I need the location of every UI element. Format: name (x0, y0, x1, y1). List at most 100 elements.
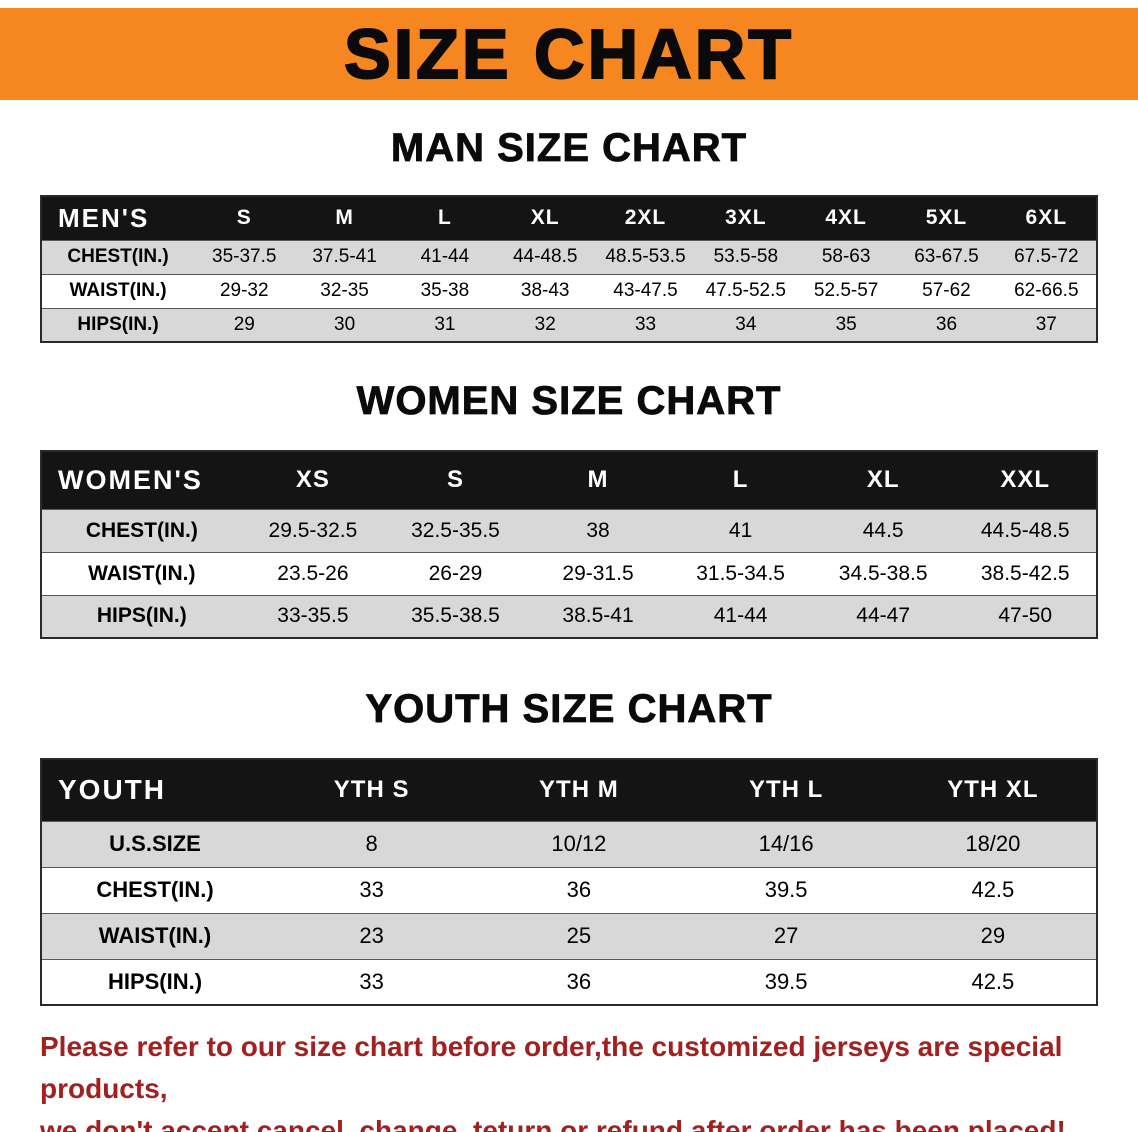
table-row: WAIST(IN.) 23.5-26 26-29 29-31.5 31.5-34.5 34… (41, 552, 1097, 595)
size-value: 38.5-41 (562, 604, 634, 628)
size-value: 44.5-48.5 (980, 518, 1070, 542)
size-value: 47-50 (998, 604, 1053, 628)
disclaimer: Please refer to our size chart before or… (40, 1026, 1098, 1132)
table-header-row: WOMEN'S XS S M L XL XXL (41, 451, 1097, 509)
table-header-row: YOUTH YTH S YTH M YTH L YTH XL (41, 759, 1097, 821)
size-value: 33 (359, 968, 384, 994)
women-size-heading: WOMEN SIZE CHART (356, 379, 782, 424)
size-value: 37.5-41 (312, 246, 377, 267)
size-value: 58-63 (821, 246, 871, 267)
table-row: HIPS(IN.) 29 30 31 32 33 34 35 36 37 (41, 308, 1097, 342)
youth-size-section: YOUTH SIZE CHART YOUTH YTH S YTH M YTH L YTH… (0, 687, 1138, 1006)
size-value: 53.5-58 (713, 246, 779, 267)
size-value: 29 (233, 313, 255, 335)
size-value: 33-35.5 (277, 604, 349, 628)
size-column-header: S (384, 451, 527, 509)
size-value: 26-29 (428, 561, 483, 585)
table-row: WAIST(IN.) 29-32 32-35 35-38 38-43 43-47.5 47.… (41, 274, 1097, 308)
size-column-header: YTH L (682, 759, 890, 821)
size-column-header: YTH S (268, 759, 476, 821)
size-column-header: S (194, 196, 295, 240)
size-value: 23 (359, 923, 384, 948)
size-value: 33 (634, 313, 657, 335)
size-value: 29-31.5 (562, 561, 634, 585)
size-value: 33 (359, 877, 384, 902)
youth-size-table: YOUTH YTH S YTH M YTH L YTH XL U.S.SIZE 8 10/12… (40, 758, 1098, 1006)
size-value: 39.5 (764, 877, 808, 902)
size-value: 37 (1035, 313, 1057, 335)
size-value: 35.5-38.5 (411, 604, 500, 628)
size-value: 41 (728, 518, 753, 542)
size-value: 35 (835, 313, 857, 335)
row-label: WAIST(IN.) (69, 280, 167, 301)
size-value: 67.5-72 (1014, 246, 1079, 267)
size-value: 36 (566, 877, 592, 902)
size-value: 36 (566, 968, 592, 994)
table-title-cell: MEN'S (41, 196, 195, 240)
table-row: CHEST(IN.) 33 36 39.5 42.5 (41, 867, 1097, 913)
size-column-header: YTH M (475, 759, 683, 821)
man-size-heading: MAN SIZE CHART (390, 126, 748, 171)
size-value: 25 (566, 923, 592, 948)
size-value: 27 (773, 923, 799, 948)
size-value: 47.5-52.5 (705, 280, 786, 301)
size-column-header: XL (811, 451, 955, 509)
size-value: 38-43 (520, 280, 570, 301)
size-value: 42.5 (971, 877, 1015, 902)
size-value: 34.5-38.5 (838, 561, 928, 585)
man-size-table: MEN'S S M L XL 2XL 3XL 4XL 5XL 6XL CHEST(IN.) 35-37… (40, 195, 1098, 343)
size-value: 36 (935, 313, 958, 335)
size-value: 29.5-32.5 (268, 518, 358, 542)
row-label: HIPS(IN.) (107, 968, 203, 994)
size-value: 10/12 (551, 831, 607, 856)
size-value: 8 (365, 831, 378, 856)
man-size-section: MAN SIZE CHART MEN'S S M L XL 2XL 3XL 4XL 5XL 6XL… (0, 126, 1138, 343)
size-column-header: XL (495, 196, 596, 240)
row-label: WAIST(IN.) (88, 561, 196, 585)
banner: SIZE CHART (0, 8, 1138, 100)
table-row: CHEST(IN.) 35-37.5 37.5-41 41-44 44-48.5 48.5… (41, 240, 1097, 274)
size-value: 23.5-26 (277, 561, 349, 585)
size-value: 48.5-53.5 (605, 246, 686, 267)
size-value: 38 (586, 518, 610, 542)
row-label: CHEST(IN.) (67, 246, 169, 267)
size-column-header: M (526, 451, 670, 509)
row-label: CHEST(IN.) (96, 877, 214, 902)
table-title-cell: WOMEN'S (41, 451, 242, 509)
size-value: 29-32 (219, 280, 269, 301)
row-label: HIPS(IN.) (77, 313, 159, 335)
size-column-header: XS (241, 451, 385, 509)
youth-size-heading: YOUTH SIZE CHART (365, 687, 773, 732)
size-column-header: YTH XL (889, 759, 1097, 821)
size-value: 39.5 (764, 968, 808, 994)
size-value: 52.5-57 (813, 280, 879, 301)
size-value: 63-67.5 (914, 246, 979, 267)
size-value: 43-47.5 (613, 280, 678, 301)
size-value: 31.5-34.5 (696, 561, 785, 585)
size-value: 35-37.5 (212, 246, 277, 267)
size-value: 62-66.5 (1014, 280, 1079, 301)
size-value: 32 (534, 313, 556, 335)
size-column-header: M (294, 196, 395, 240)
size-value: 14/16 (758, 831, 814, 856)
size-value: 41-44 (420, 246, 470, 267)
size-column-header: L (394, 196, 496, 240)
size-value: 35-38 (420, 280, 470, 301)
disclaimer-line-2: we don't accept cancel, change, teturn o… (40, 1115, 1066, 1132)
size-value: 32-35 (320, 280, 369, 301)
table-row: CHEST(IN.) 29.5-32.5 32.5-35.5 38 41 44.5 44.5… (41, 509, 1097, 552)
size-value: 29 (980, 923, 1006, 948)
table-row: HIPS(IN.) 33-35.5 35.5-38.5 38.5-41 41-44 44-… (41, 595, 1097, 638)
size-value: 30 (334, 313, 356, 335)
row-label: WAIST(IN.) (98, 923, 212, 948)
page-title: SIZE CHART (343, 14, 794, 94)
size-column-header: XXL (954, 451, 1097, 509)
size-column-header: 6XL (996, 196, 1097, 240)
table-title-cell: YOUTH (41, 759, 269, 821)
size-value: 44.5 (862, 518, 904, 542)
table-header-row: MEN'S S M L XL 2XL 3XL 4XL 5XL 6XL (41, 196, 1097, 240)
row-label: HIPS(IN.) (96, 604, 187, 628)
table-row: U.S.SIZE 8 10/12 14/16 18/20 (41, 821, 1097, 867)
size-column-header: 2XL (595, 196, 696, 240)
